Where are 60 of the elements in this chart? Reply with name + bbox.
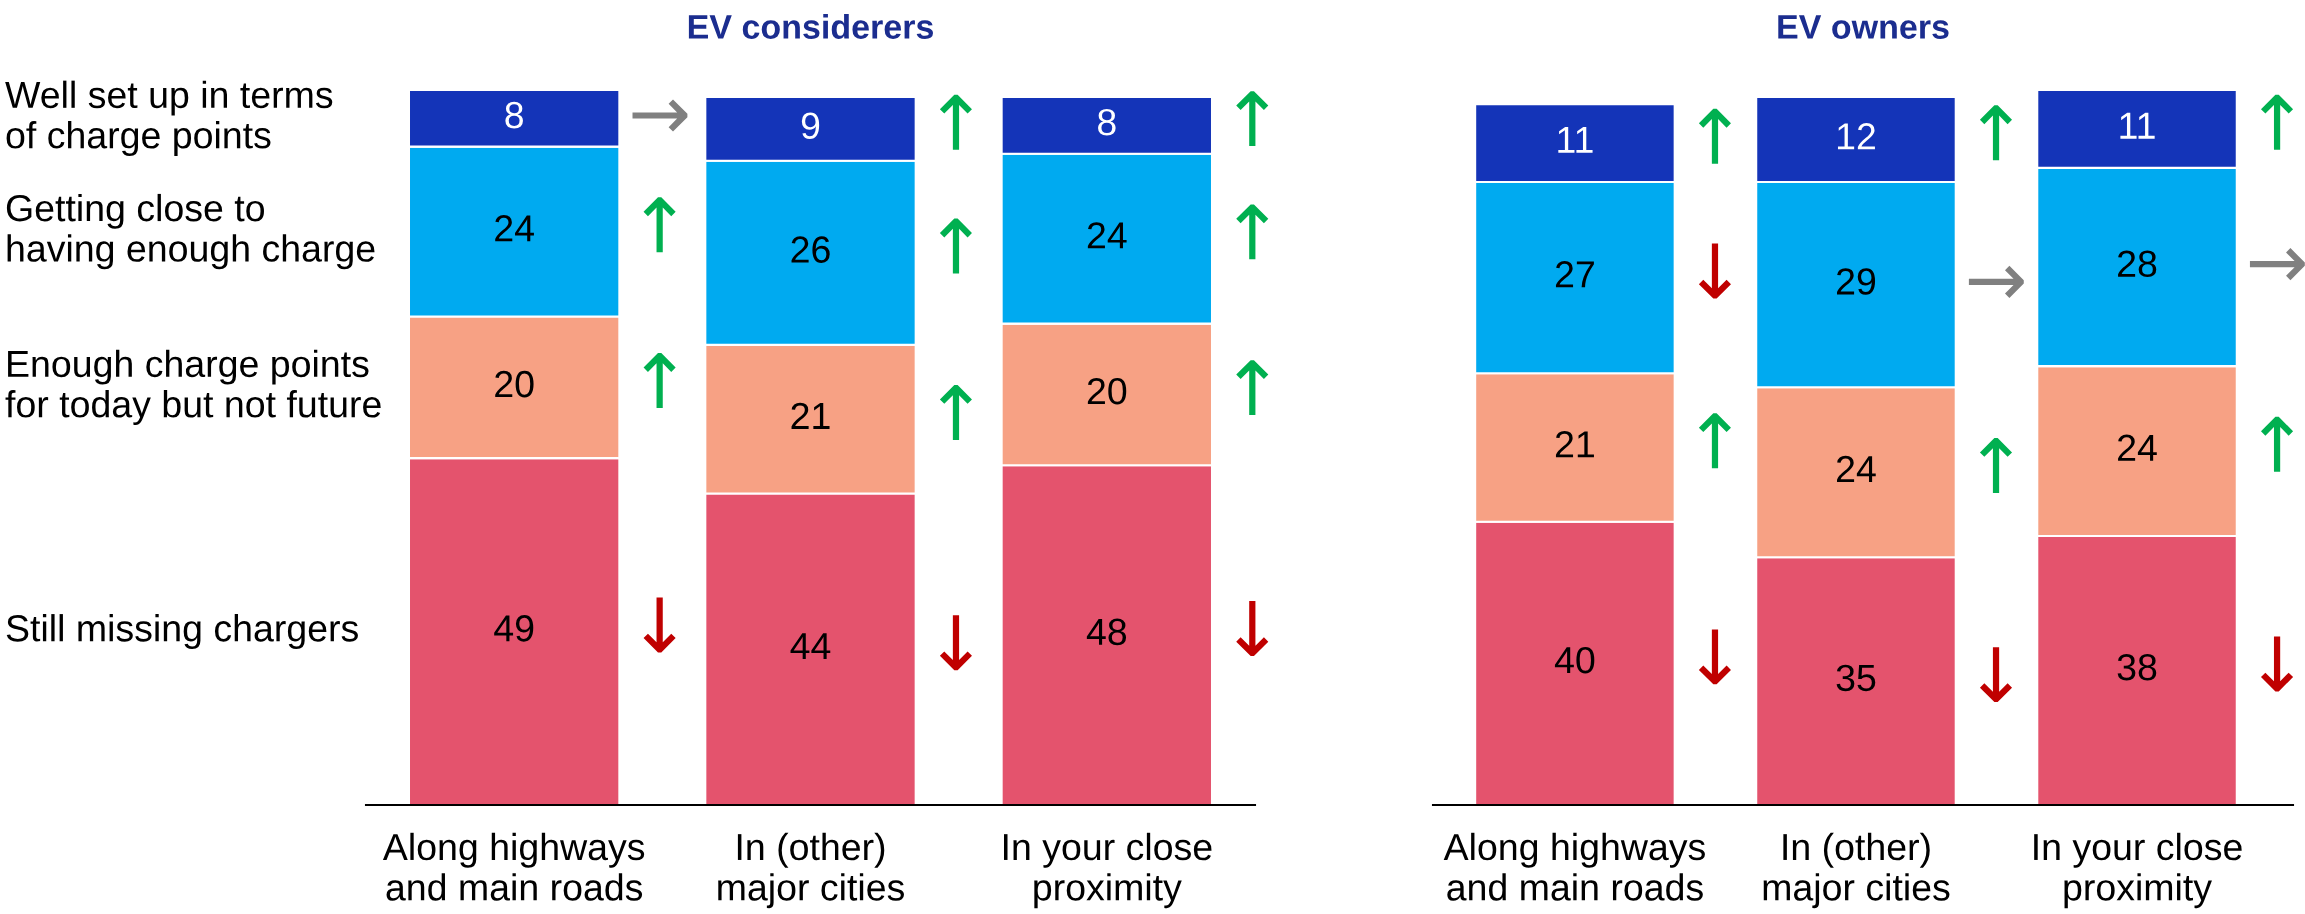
- x-tick-label: Along highways and main roads: [1443, 832, 1705, 901]
- data-label: 24: [495, 215, 534, 242]
- annotation: ↓: [643, 597, 676, 653]
- annotation: ↓: [2260, 636, 2294, 692]
- data-label: 24: [1837, 455, 1876, 482]
- data-label: 21: [791, 402, 830, 429]
- annotation: ↑: [1236, 91, 1269, 147]
- annotation: ↑: [939, 94, 972, 150]
- chart-title: EV owners: [1778, 15, 1949, 39]
- series-label: Still missing chargers: [6, 614, 358, 650]
- annotation: ↑: [643, 197, 676, 253]
- text: Well set up in terms of charge points: [5, 80, 333, 156]
- annotation: ↑: [1698, 108, 1731, 164]
- data-label: 49: [494, 615, 534, 642]
- annotation: ↑: [1979, 105, 2013, 161]
- data-label: 8: [1098, 108, 1116, 136]
- annotation: ↓: [939, 615, 972, 671]
- x-tick-label: Along highways and main roads: [382, 832, 645, 901]
- annotation: ↑: [939, 218, 972, 274]
- annotation: ↑: [939, 384, 972, 440]
- annotation: ↑: [2260, 94, 2294, 150]
- data-label: 12: [1837, 123, 1875, 150]
- data-label: 27: [1555, 261, 1594, 288]
- data-label: 11: [1558, 126, 1593, 153]
- series-label: Enough charge points for today but not future: [5, 349, 381, 425]
- data-label: 24: [2118, 434, 2157, 461]
- data-label: 20: [1087, 377, 1127, 405]
- annotation: ↓: [1698, 243, 1731, 299]
- annotation: →: [1968, 265, 2024, 298]
- data-label: 9: [801, 112, 820, 139]
- data-label: 48: [1086, 618, 1127, 646]
- data-label: 24: [1087, 222, 1127, 249]
- data-label: 8: [505, 101, 523, 129]
- data-label: 28: [2118, 250, 2157, 278]
- annotation: →: [2249, 248, 2305, 281]
- x-tick-label: In your close proximity: [2034, 832, 2242, 909]
- data-label: 21: [1555, 431, 1594, 458]
- x-tick-label: In your close proximity: [1004, 832, 1212, 909]
- annotation: →: [632, 99, 688, 132]
- annotation: ↓: [1236, 601, 1269, 657]
- data-label: 11: [2120, 112, 2155, 139]
- data-label: 26: [791, 236, 830, 263]
- annotation: ↑: [2260, 416, 2294, 472]
- data-label: 29: [1837, 268, 1876, 295]
- data-label: 35: [1836, 664, 1876, 692]
- x-tick-label: In (other) major cities: [718, 832, 904, 909]
- annotation: ↓: [1979, 647, 2013, 703]
- data-label: 40: [1554, 646, 1595, 674]
- data-label: 44: [790, 633, 831, 659]
- data-label: 38: [2117, 654, 2157, 681]
- annotation: ↑: [643, 353, 676, 409]
- data-label: 20: [495, 370, 534, 398]
- annotation: ↑: [1698, 413, 1731, 469]
- annotation: ↑: [1236, 204, 1269, 260]
- chart-title: EV considerers: [688, 13, 933, 39]
- annotation: ↓: [1698, 629, 1731, 685]
- x-tick-label: In (other) major cities: [1763, 832, 1950, 909]
- annotation: ↑: [1979, 438, 2013, 493]
- series-label: Getting close to having enough charge: [6, 193, 375, 270]
- annotation: ↑: [1236, 360, 1269, 416]
